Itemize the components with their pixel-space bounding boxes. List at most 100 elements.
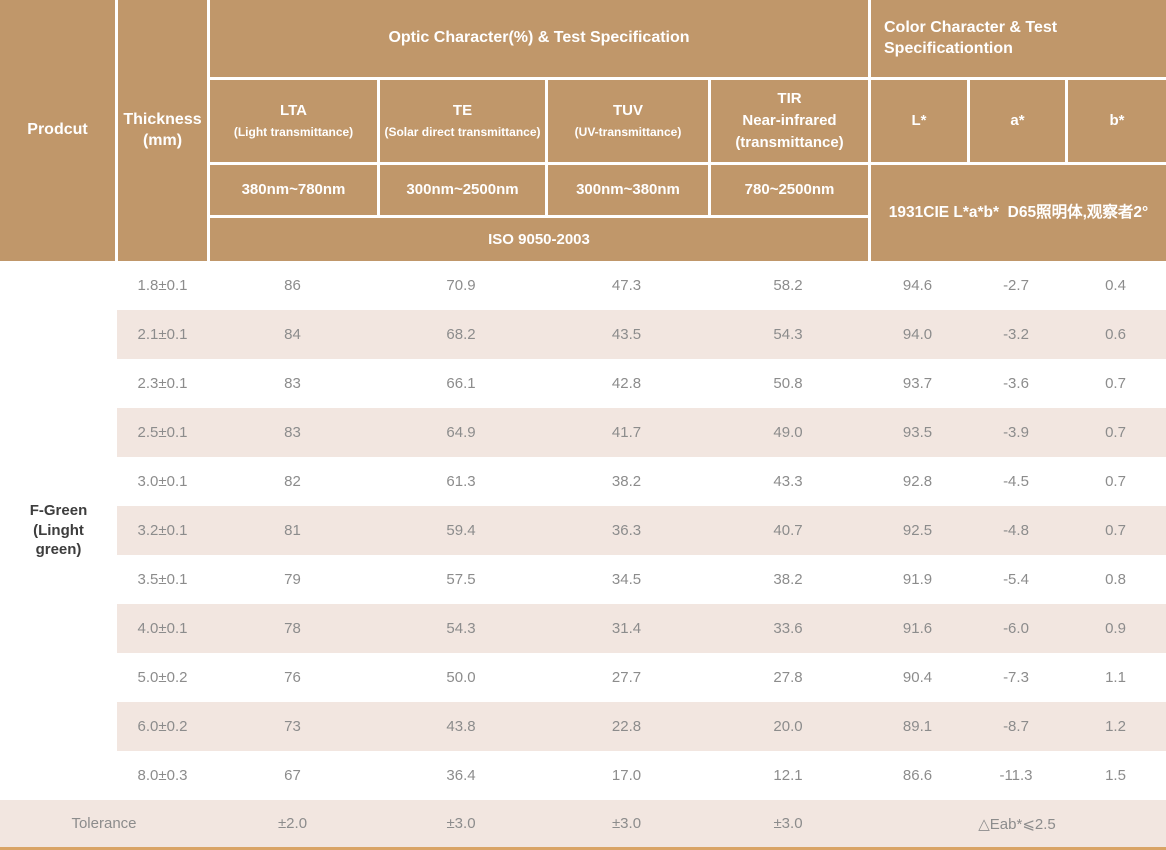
tir-cell: 33.6: [708, 604, 868, 653]
thickness-cell: 2.5±0.1: [117, 408, 208, 457]
tuv-range: 300nm~380nm: [548, 165, 708, 215]
tuv-column-header: TUV (UV-transmittance): [548, 80, 708, 162]
te-cell: 43.8: [377, 702, 545, 751]
te-cell: 54.3: [377, 604, 545, 653]
tir-cell: 54.3: [708, 310, 868, 359]
tir-cell: 27.8: [773, 669, 803, 686]
lstar-cell: 93.5: [868, 408, 967, 457]
bstar-cell: 1.1: [1105, 669, 1126, 686]
bstar-cell: 0.7: [1105, 375, 1126, 392]
tuv-cell: 38.2: [611, 473, 642, 490]
lta-column-header: LTA (Light transmittance): [210, 80, 377, 162]
tuv-cell: 34.5: [611, 571, 642, 588]
lta-cell: 79: [284, 571, 301, 588]
lstar-cell: 93.7: [902, 375, 933, 392]
astar-cell: -11.3: [999, 767, 1033, 784]
lta-cell: 82: [284, 473, 301, 490]
lta-cell: 83: [284, 375, 301, 392]
lstar-cell: 92.8: [902, 473, 933, 490]
lta-cell: 84: [208, 310, 377, 359]
astar-cell: -3.9: [967, 408, 1065, 457]
astar-cell: -6.0: [967, 604, 1065, 653]
tolerance-color: △Eab*⩽2.5: [868, 800, 1166, 847]
lstar-cell: 86.6: [902, 767, 933, 784]
astar-cell: -3.6: [1003, 375, 1029, 392]
thickness-cell: 3.2±0.1: [117, 506, 208, 555]
thickness-cell: 6.0±0.2: [117, 702, 208, 751]
lta-cell: 86: [284, 277, 301, 294]
lta-cell: 83: [208, 408, 377, 457]
bstar-cell: 0.9: [1065, 604, 1166, 653]
product-column-header: Prodcut: [0, 0, 115, 261]
tolerance-label: Tolerance: [0, 800, 208, 847]
tir-cell: 38.2: [773, 571, 803, 588]
bstar-cell: 0.7: [1065, 408, 1166, 457]
astar-column-header: a*: [970, 80, 1065, 162]
tir-cell: 20.0: [708, 702, 868, 751]
lstar-column-header: L*: [871, 80, 967, 162]
product-label: F-Green (Linght green): [0, 261, 117, 800]
table-body: F-Green (Linght green) 1.8±0.1 86 70.9 4…: [0, 261, 1166, 847]
astar-cell: -2.7: [1003, 277, 1029, 294]
thickness-cell: 3.0±0.1: [137, 473, 188, 490]
tir-cell: 40.7: [708, 506, 868, 555]
te-range: 300nm~2500nm: [380, 165, 545, 215]
tuv-cell: 36.3: [545, 506, 708, 555]
bstar-column-header: b*: [1068, 80, 1166, 162]
tir-column-header: TIR Near-infrared (transmittance): [711, 80, 868, 162]
lta-cell: 73: [208, 702, 377, 751]
te-cell: 57.5: [446, 571, 476, 588]
tuv-cell: 27.7: [611, 669, 642, 686]
lstar-cell: 90.4: [902, 669, 933, 686]
lta-cell: 78: [208, 604, 377, 653]
tolerance-lta: ±2.0: [208, 800, 377, 847]
te-cell: 59.4: [377, 506, 545, 555]
bstar-cell: 0.8: [1105, 571, 1126, 588]
thickness-column-header: Thickness (mm): [118, 0, 207, 261]
lta-range: 380nm~780nm: [210, 165, 377, 215]
lta-cell: 67: [284, 767, 301, 784]
thickness-cell: 2.3±0.1: [137, 375, 188, 392]
table-header: Prodcut Thickness (mm) Optic Character(%…: [0, 0, 1166, 261]
lstar-cell: 91.6: [868, 604, 967, 653]
te-cell: 61.3: [446, 473, 476, 490]
bstar-cell: 0.6: [1065, 310, 1166, 359]
tolerance-te: ±3.0: [377, 800, 545, 847]
bstar-cell: 1.5: [1105, 767, 1126, 784]
tuv-cell: 41.7: [545, 408, 708, 457]
thickness-cell: 3.5±0.1: [137, 571, 188, 588]
optic-section-title: Optic Character(%) & Test Specification: [210, 0, 868, 77]
te-desc: (Solar direct transmittance): [384, 124, 541, 139]
thickness-cell: 5.0±0.2: [137, 669, 188, 686]
tuv-cell: 17.0: [611, 767, 642, 784]
tuv-cell: 47.3: [611, 277, 642, 294]
tolerance-tuv: ±3.0: [545, 800, 708, 847]
astar-cell: -7.3: [1003, 669, 1029, 686]
te-cell: 36.4: [446, 767, 476, 784]
thickness-cell: 1.8±0.1: [137, 277, 188, 294]
lta-desc: (Light transmittance): [233, 124, 354, 139]
te-cell: 64.9: [377, 408, 545, 457]
tir-cell: 43.3: [773, 473, 803, 490]
lstar-cell: 89.1: [868, 702, 967, 751]
cie-standard-note: 1931CIE L*a*b* D65照明体,观察者2°: [871, 165, 1166, 261]
lstar-cell: 94.0: [868, 310, 967, 359]
te-cell: 70.9: [446, 277, 476, 294]
lstar-cell: 94.6: [902, 277, 933, 294]
tuv-cell: 22.8: [545, 702, 708, 751]
tir-cell: 12.1: [773, 767, 803, 784]
lstar-cell: 91.9: [902, 571, 933, 588]
tuv-cell: 43.5: [545, 310, 708, 359]
tir-cell: 50.8: [773, 375, 803, 392]
te-name: TE: [452, 102, 473, 120]
thickness-cell: 4.0±0.1: [117, 604, 208, 653]
tuv-cell: 31.4: [545, 604, 708, 653]
tolerance-tir: ±3.0: [708, 800, 868, 847]
tuv-name: TUV: [613, 102, 643, 120]
color-section-title: Color Character & Test Specificationtion: [871, 0, 1166, 77]
astar-cell: -5.4: [1003, 571, 1029, 588]
tir-cell: 58.2: [773, 277, 803, 294]
thickness-cell: 2.1±0.1: [117, 310, 208, 359]
tir-cell: 49.0: [708, 408, 868, 457]
